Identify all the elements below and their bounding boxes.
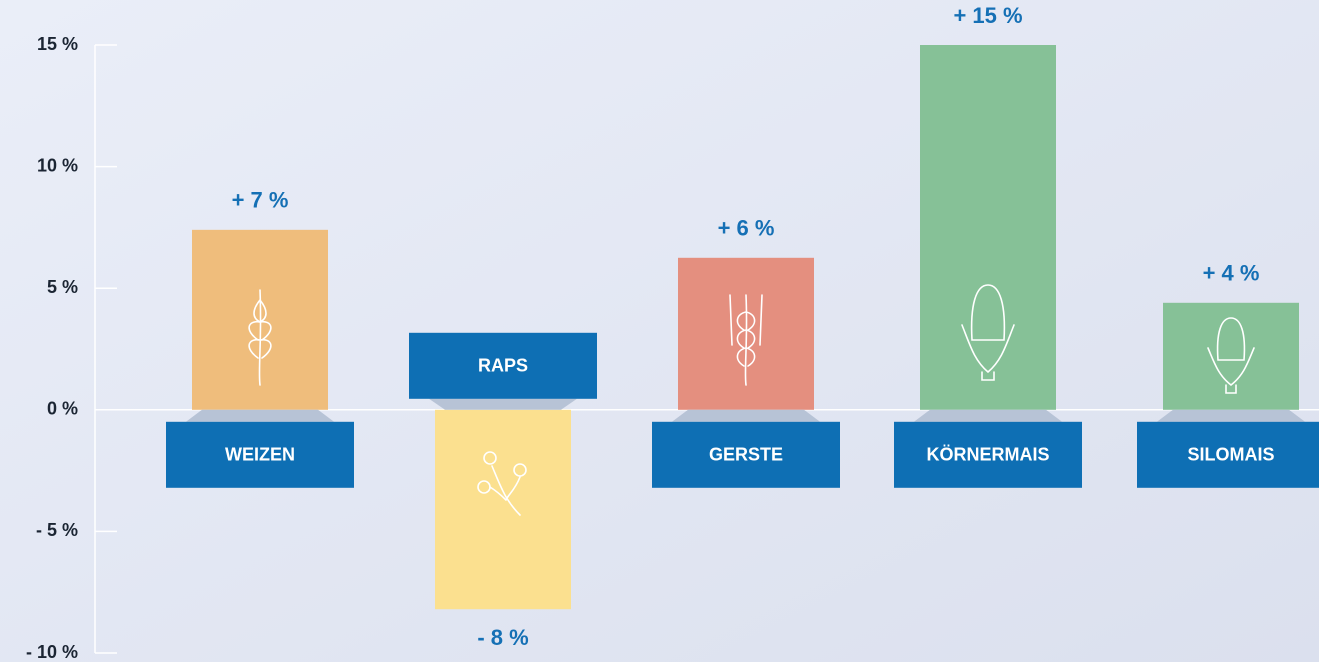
connector [429, 398, 577, 410]
x-tick-label: SILOMAIS [1187, 445, 1274, 465]
category-box [652, 421, 840, 488]
y-tick-label: 15 % [37, 34, 78, 54]
wheat-icon [248, 289, 272, 386]
connector [186, 409, 334, 422]
category-box [166, 421, 354, 488]
value-label: + 7 % [232, 188, 289, 213]
bar [920, 45, 1056, 410]
flower-icon [477, 451, 527, 516]
x-tick-label: GERSTE [709, 445, 783, 465]
x-tick-label: KÖRNERMAIS [926, 445, 1049, 465]
category-box [1137, 421, 1319, 488]
y-tick-label: 0 % [47, 399, 78, 419]
x-tick-label: WEIZEN [225, 445, 295, 465]
value-label: + 4 % [1203, 261, 1260, 286]
connector [672, 409, 820, 422]
barley-icon [729, 294, 763, 386]
value-label: - 8 % [477, 625, 528, 650]
corn-icon [1207, 317, 1255, 394]
icons [248, 284, 1255, 516]
connector [1157, 409, 1305, 422]
value-label: + 6 % [718, 216, 775, 241]
x-tick-label: RAPS [478, 356, 528, 376]
y-tick-label: 5 % [47, 277, 78, 297]
y-tick-label: - 5 % [36, 520, 78, 540]
y-tick-label: - 10 % [26, 642, 78, 662]
connector [914, 409, 1062, 422]
bar [435, 409, 571, 610]
value-label: + 15 % [953, 3, 1022, 28]
bar [1163, 302, 1299, 410]
y-tick-label: 10 % [37, 155, 78, 175]
category-box [894, 421, 1082, 488]
corn-icon [961, 284, 1015, 381]
category-box [409, 332, 597, 399]
